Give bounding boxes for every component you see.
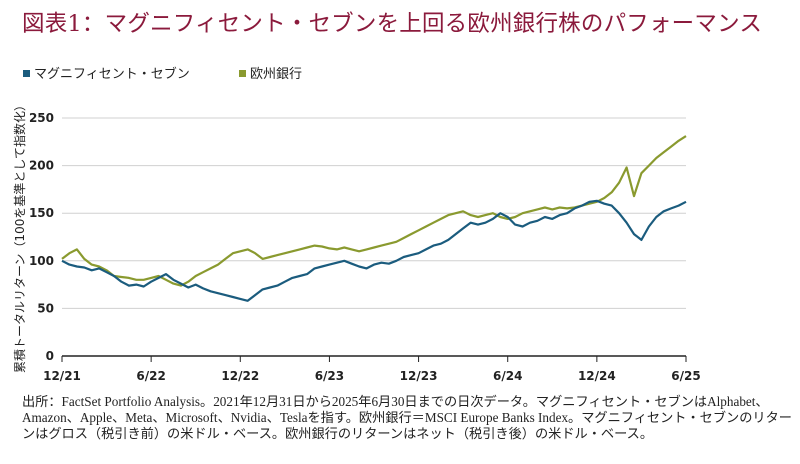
legend-label-m7: マグニフィセント・セブン: [34, 66, 190, 82]
x-tick-label: 6/24: [493, 369, 522, 383]
y-tick-label: 150: [29, 206, 54, 220]
x-tick-label: 12/23: [400, 369, 438, 383]
y-tick-label: 100: [29, 254, 54, 268]
x-tick-label: 12/24: [578, 369, 616, 383]
x-tick-label: 12/21: [43, 369, 81, 383]
series-line-m7: [61, 199, 687, 302]
x-tick-label: 6/22: [136, 369, 165, 383]
y-tick-label: 50: [37, 301, 54, 315]
y-tick-label: 250: [29, 111, 54, 125]
x-axis-ticks: 12/21 6/22 12/22 6/23 12/23 6/24 12/24 6/25: [43, 356, 701, 383]
legend-label-banks: 欧州銀行: [250, 67, 302, 82]
x-tick-label: 6/23: [315, 369, 344, 383]
series-line-banks: [61, 135, 687, 287]
x-tick-label: 6/25: [671, 369, 700, 383]
y-tick-label: 200: [29, 159, 54, 173]
y-tick-label: 0: [46, 349, 54, 363]
x-tick-label: 12/22: [221, 369, 259, 383]
y-axis-label: 累積トータルリターン（100を基準として指数化）: [12, 99, 27, 373]
legend-swatch-banks: [239, 70, 246, 77]
source-note: 出所：FactSet Portfolio Analysis。2021年12月31…: [22, 394, 792, 441]
chart-title: 図表1：マグニフィセント・セブンを上回る欧州銀行株のパフォーマンス: [22, 11, 763, 37]
legend-swatch-m7: [23, 70, 30, 77]
series-lines: [61, 135, 687, 302]
y-axis-ticks: 0 50 100 150 200 250: [29, 111, 54, 363]
legend: マグニフィセント・セブン 欧州銀行: [23, 66, 302, 82]
gridlines: [62, 117, 686, 309]
